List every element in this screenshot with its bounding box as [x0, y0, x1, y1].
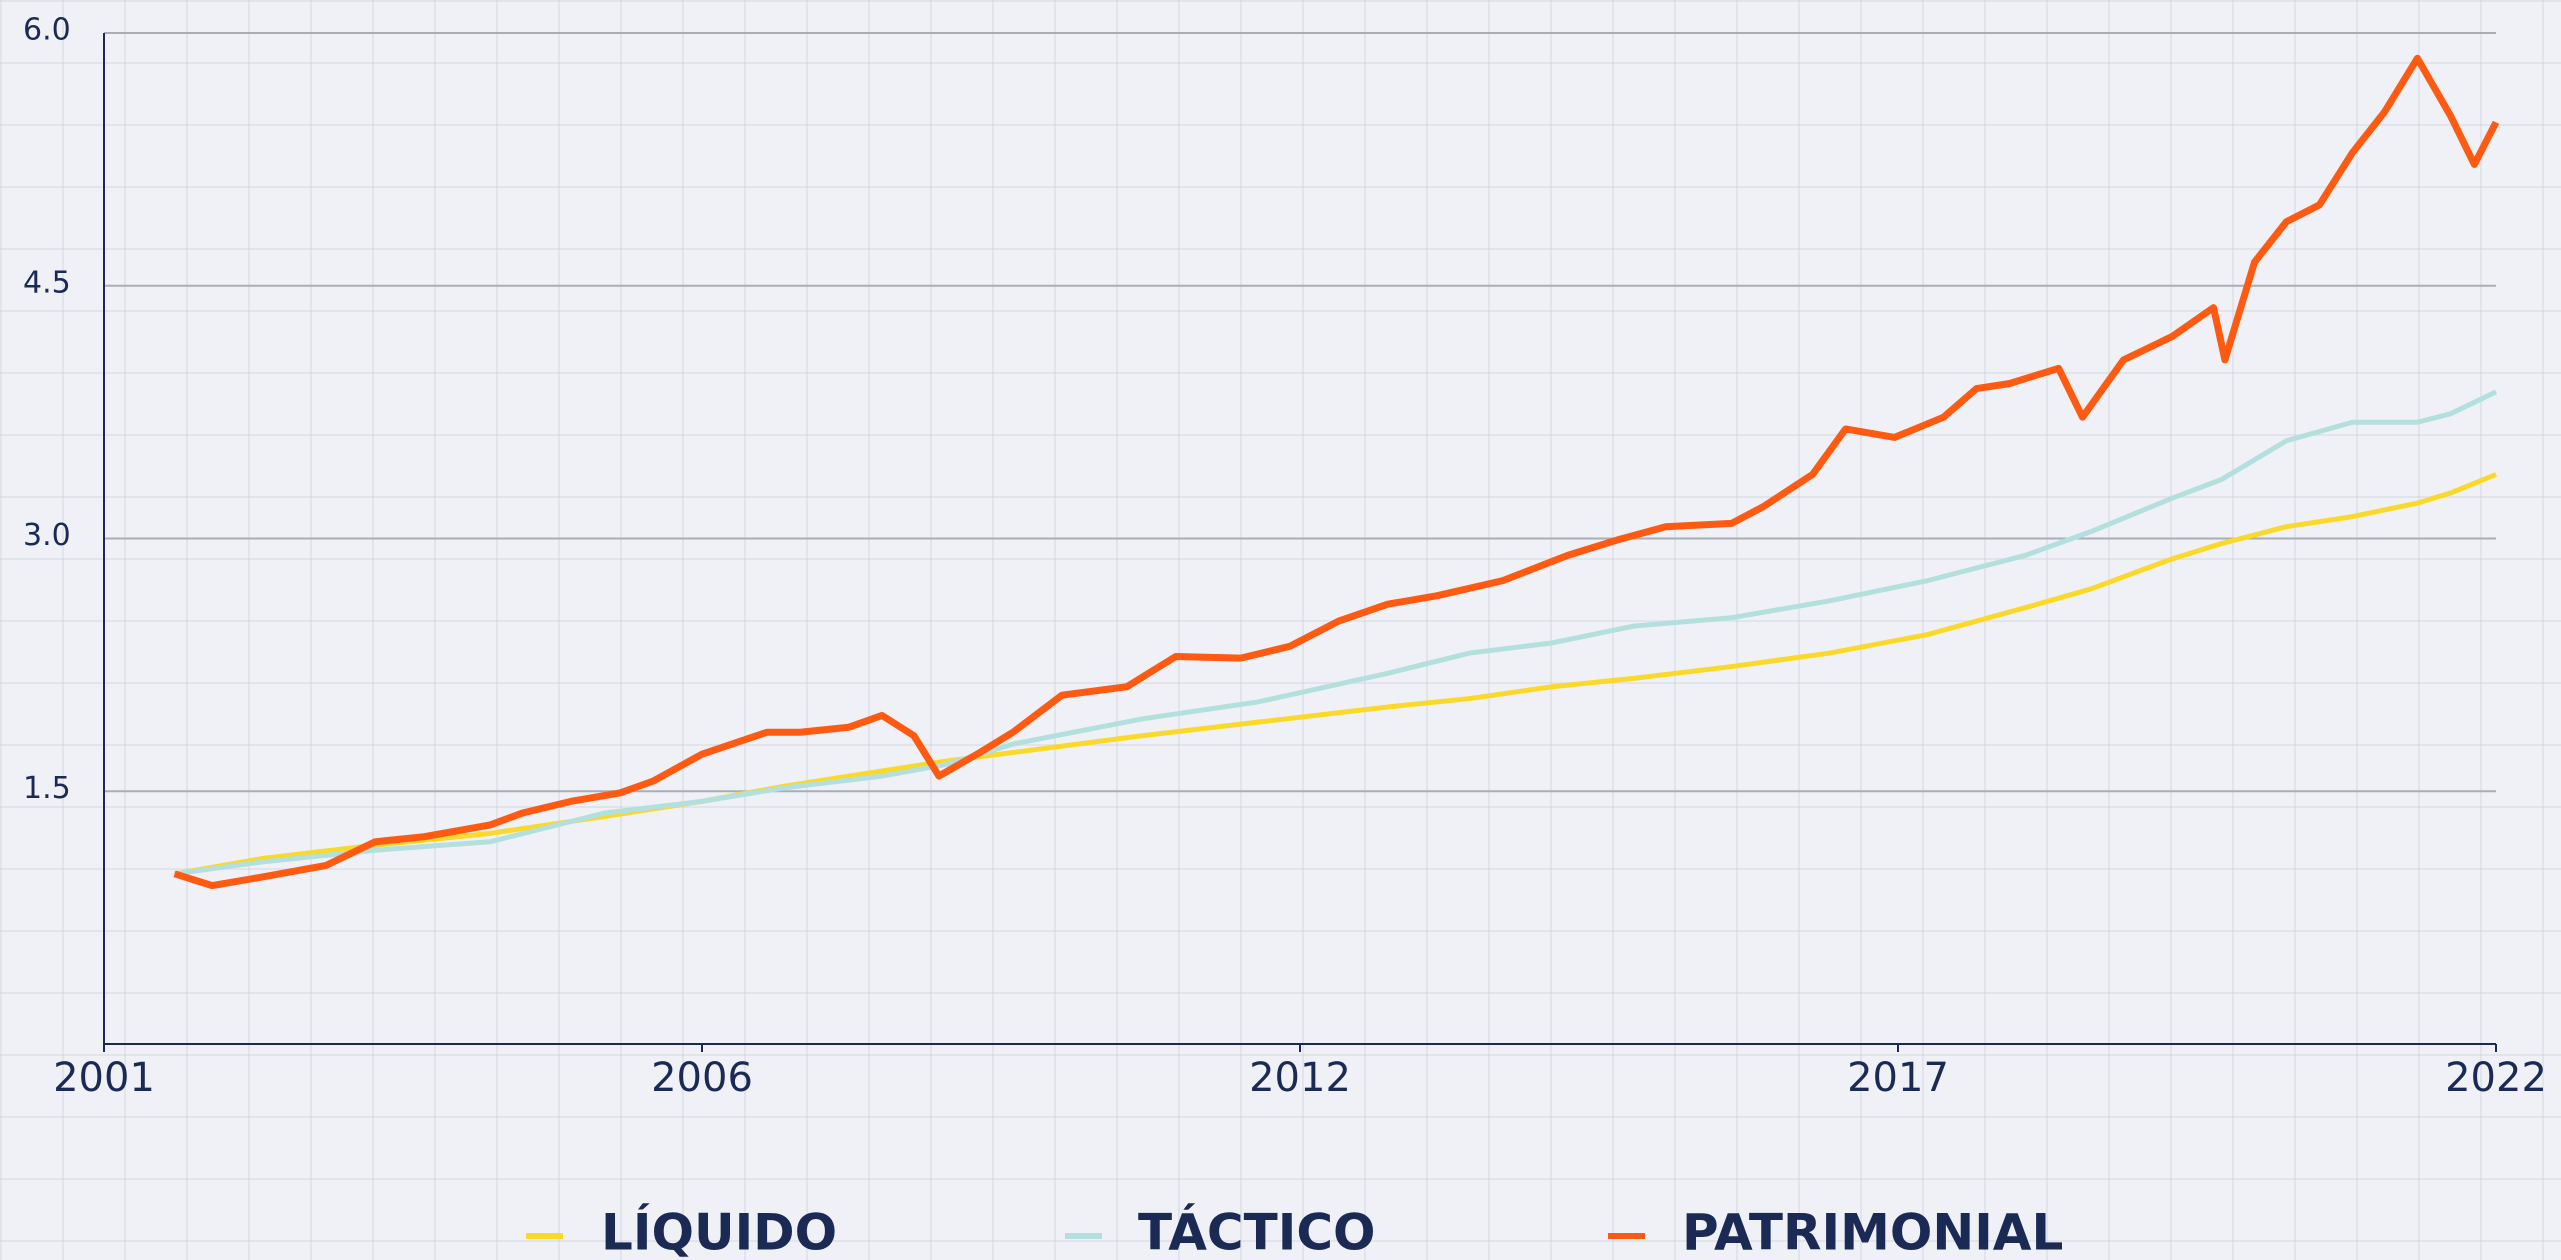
legend-label: TÁCTICO — [1138, 1203, 1376, 1260]
legend-label: PATRIMONIAL — [1682, 1204, 2063, 1260]
series-line — [173, 54, 2500, 890]
y-tick-label: 1.5 — [23, 771, 71, 806]
legend-label: LÍQUIDO — [601, 1203, 837, 1260]
x-tick-label: 2017 — [1847, 1055, 1949, 1101]
y-tick-label: 4.5 — [23, 265, 71, 300]
y-tick-label: 6.0 — [23, 13, 71, 48]
series-line — [174, 389, 2498, 877]
x-tick-label: 2012 — [1249, 1055, 1351, 1101]
x-tick-label: 2022 — [2445, 1055, 2547, 1101]
y-tick-label: 3.0 — [23, 518, 71, 553]
x-tick-label: 2001 — [53, 1055, 155, 1101]
x-tick-label: 2006 — [651, 1055, 753, 1101]
